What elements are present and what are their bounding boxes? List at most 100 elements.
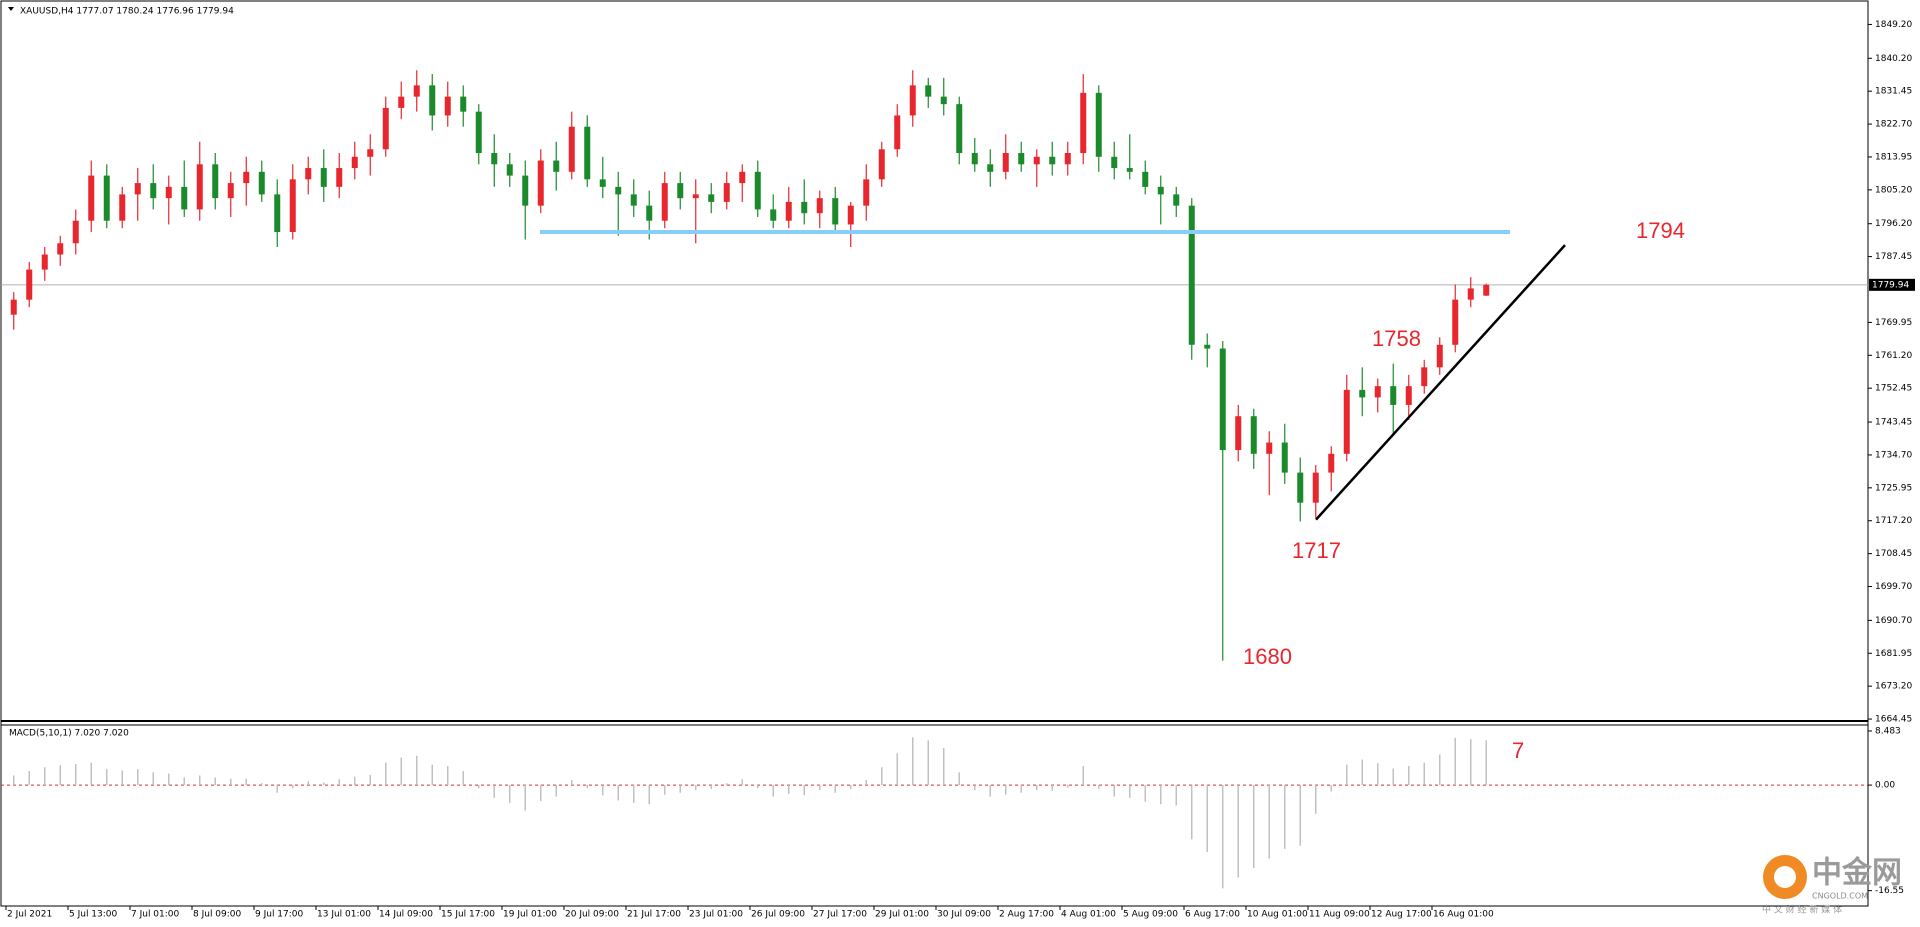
y-tick-label: 1743.45 xyxy=(1875,418,1912,428)
candle-body xyxy=(1126,168,1133,172)
candle-body xyxy=(413,85,420,97)
candle-body xyxy=(1297,472,1304,503)
candle-body xyxy=(196,164,203,210)
candle-body xyxy=(971,153,978,165)
candle-body xyxy=(475,111,482,154)
y-tick-label: 1769.95 xyxy=(1875,318,1912,328)
x-tick-label: 2 Aug 17:00 xyxy=(999,910,1054,920)
y-tick-label: 1796.20 xyxy=(1875,219,1912,229)
candle-body xyxy=(429,85,436,116)
y-tick-label: 1813.95 xyxy=(1875,152,1912,162)
candle-body xyxy=(894,115,901,150)
candle-body xyxy=(1002,153,1009,172)
candle-body xyxy=(1219,348,1226,451)
chart-title: XAUUSD,H4 1777.07 1780.24 1776.96 1779.9… xyxy=(20,7,234,17)
candle-body xyxy=(1095,92,1102,157)
x-tick-label: 20 Jul 09:00 xyxy=(565,910,619,920)
annotation: 1794 xyxy=(1636,218,1685,243)
y2-tick-label: 8.483 xyxy=(1875,726,1901,736)
candle-body xyxy=(351,156,358,169)
y-tick-label: 1849.20 xyxy=(1875,20,1912,30)
candle-body xyxy=(863,179,870,206)
x-tick-label: 6 Aug 17:00 xyxy=(1185,910,1240,920)
candle-body xyxy=(258,171,265,195)
x-tick-label: 12 Aug 17:00 xyxy=(1371,910,1432,920)
annotation: 1758 xyxy=(1372,326,1421,351)
candle-body xyxy=(1266,442,1273,454)
annotation: 1680 xyxy=(1243,644,1292,669)
slogan: 中 文 财 经 新 媒 体 xyxy=(1762,904,1842,916)
candle-body xyxy=(165,186,172,199)
annotation: 7 xyxy=(1512,738,1524,763)
candle-body xyxy=(522,175,529,206)
x-tick-label: 29 Jul 01:00 xyxy=(875,910,929,920)
candle-body xyxy=(1359,389,1366,398)
candle-body xyxy=(227,183,234,199)
candle-body xyxy=(336,168,343,187)
candle-body xyxy=(584,126,591,180)
candle-body xyxy=(1483,284,1490,296)
candle-body xyxy=(987,164,994,172)
y-tick-label: 1752.45 xyxy=(1875,384,1912,394)
candle-body xyxy=(785,201,792,221)
brand: 中金网 xyxy=(1812,856,1902,891)
candle-body xyxy=(274,194,281,232)
candle-body xyxy=(909,85,916,116)
candle-body xyxy=(1390,386,1397,405)
candle-body xyxy=(10,299,17,315)
x-tick-label: 5 Jul 13:00 xyxy=(69,910,118,920)
candle-body xyxy=(72,220,79,244)
y-tick-label: 1699.70 xyxy=(1875,582,1912,592)
site: CNGOLD.COM xyxy=(1812,892,1868,901)
candle-body xyxy=(305,168,312,180)
candle-body xyxy=(1374,386,1381,398)
x-tick-label: 10 Aug 01:00 xyxy=(1247,910,1308,920)
x-tick-label: 21 Jul 17:00 xyxy=(627,910,681,920)
x-tick-label: 5 Aug 09:00 xyxy=(1123,910,1178,920)
candle-body xyxy=(1157,186,1164,195)
candle-body xyxy=(615,186,622,195)
candle-body xyxy=(491,153,498,165)
y-tick-label: 1673.20 xyxy=(1875,682,1912,692)
candle-body xyxy=(739,171,746,184)
candle-body xyxy=(1328,453,1335,473)
x-tick-label: 4 Aug 01:00 xyxy=(1061,910,1116,920)
candle-body xyxy=(847,205,854,225)
y-tick-label: 1690.70 xyxy=(1875,616,1912,626)
candle-body xyxy=(41,254,48,270)
candle-body xyxy=(599,179,606,187)
y2-tick-label: -16.55 xyxy=(1875,886,1904,896)
candle-body xyxy=(367,149,374,157)
candle-body xyxy=(1018,153,1025,165)
candle-body xyxy=(1343,389,1350,454)
candle-body xyxy=(1142,171,1149,187)
candle-body xyxy=(1080,92,1087,154)
candle-body xyxy=(150,183,157,199)
candle-body xyxy=(460,96,467,112)
candle-body xyxy=(1436,344,1443,368)
y-tick-label: 1840.20 xyxy=(1875,54,1912,64)
candle-body xyxy=(1111,156,1118,169)
candle-body xyxy=(553,160,560,172)
candle-body xyxy=(289,179,296,232)
x-tick-label: 8 Jul 09:00 xyxy=(193,910,242,920)
candle-body xyxy=(677,183,684,199)
candle-body xyxy=(398,96,405,108)
candle-body xyxy=(537,160,544,206)
candle-body xyxy=(1421,367,1428,387)
y-tick-label: 1717.20 xyxy=(1875,516,1912,526)
candle-body xyxy=(134,183,141,195)
candle-body xyxy=(1281,442,1288,473)
candle-body xyxy=(692,194,699,199)
candle-body xyxy=(661,183,668,221)
candle-body xyxy=(1235,416,1242,451)
candle-body xyxy=(320,168,327,187)
last-price-label: 1779.94 xyxy=(1872,280,1909,290)
candle-body xyxy=(1405,386,1412,405)
candle-body xyxy=(708,194,715,202)
candle-body xyxy=(1173,194,1180,206)
candle-body xyxy=(1033,156,1040,165)
candle-body xyxy=(181,186,188,210)
